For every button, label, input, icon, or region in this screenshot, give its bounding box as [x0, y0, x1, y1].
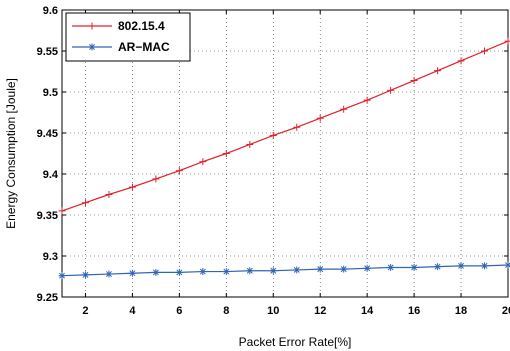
series-line-802-15-4	[61, 40, 509, 212]
data-point-802-15-4	[457, 57, 465, 65]
data-point-802-15-4	[81, 199, 89, 207]
y-tick-label: 9.4	[43, 169, 59, 181]
data-point-ar-mac	[105, 270, 113, 278]
data-point-ar-mac	[128, 269, 136, 277]
data-point-ar-mac	[293, 266, 301, 274]
data-point-ar-mac	[434, 263, 442, 271]
data-point-802-15-4	[105, 191, 113, 198]
data-point-ar-mac	[363, 264, 371, 272]
x-tick-label: 6	[176, 305, 182, 317]
y-tick-label: 9.35	[37, 210, 58, 222]
data-point-802-15-4	[434, 67, 442, 75]
legend-marker-shape	[88, 43, 96, 51]
data-point-802-15-4	[504, 37, 510, 45]
x-tick-label: 20	[502, 305, 510, 317]
y-tick-label: 9.25	[37, 292, 58, 304]
series-line-ar-mac	[61, 264, 509, 277]
data-point-ar-mac	[152, 268, 160, 276]
data-point-ar-mac	[504, 261, 510, 269]
data-point-802-15-4	[58, 207, 66, 215]
legend-marker-ar-mac	[88, 43, 96, 51]
data-point-802-15-4	[481, 47, 489, 55]
data-series	[58, 37, 510, 280]
legend-label-ar-mac: AR−MAC	[118, 40, 170, 54]
data-point-ar-mac	[481, 262, 489, 270]
data-point-802-15-4	[410, 77, 418, 85]
y-tick-label: 9.6	[43, 5, 58, 17]
y-tick-label: 9.5	[43, 87, 58, 99]
x-tick-label: 14	[361, 305, 374, 317]
x-tick-label: 16	[408, 305, 420, 317]
data-point-802-15-4	[175, 167, 183, 175]
data-point-ar-mac	[457, 262, 465, 270]
data-point-802-15-4	[199, 158, 207, 166]
data-point-ar-mac	[175, 268, 183, 276]
data-point-802-15-4	[316, 114, 324, 122]
legend-marker-shape	[88, 22, 96, 30]
y-tick-label: 9.55	[37, 46, 58, 58]
y-tick-label: 9.3	[43, 251, 58, 263]
data-point-ar-mac	[246, 267, 254, 275]
data-point-802-15-4	[222, 150, 230, 157]
data-point-802-15-4	[387, 86, 395, 94]
x-axis-label: Packet Error Rate[%]	[239, 335, 352, 349]
legend-box	[65, 12, 191, 62]
data-point-ar-mac	[410, 263, 418, 271]
data-point-ar-mac	[340, 265, 348, 273]
x-tick-label: 4	[129, 305, 136, 317]
data-point-ar-mac	[199, 268, 207, 276]
data-point-ar-mac	[316, 265, 324, 273]
x-tick-label: 8	[223, 305, 229, 317]
legend-label-802-15-4: 802.15.4	[118, 19, 165, 33]
data-point-ar-mac	[222, 268, 230, 276]
data-point-ar-mac	[269, 267, 277, 275]
data-point-802-15-4	[152, 175, 160, 183]
x-tick-label: 2	[82, 305, 88, 317]
y-axis-label: Energy Consumption [Joule]	[4, 78, 18, 229]
data-point-ar-mac	[81, 271, 89, 279]
data-point-802-15-4	[363, 96, 371, 104]
x-tick-label: 10	[267, 305, 279, 317]
x-tick-label: 12	[314, 305, 326, 317]
data-point-802-15-4	[293, 123, 301, 131]
data-point-802-15-4	[128, 183, 136, 191]
y-tick-label: 9.45	[37, 128, 58, 140]
axis-ticks: 2 4 6 8 10 12 14 16 18 20 9.25 9.3 9.35 9.4 9.45 9.5 9.5…	[37, 5, 510, 317]
x-tick-label: 18	[455, 305, 467, 317]
plot-frame	[61, 9, 509, 298]
data-point-802-15-4	[269, 131, 277, 139]
data-point-802-15-4	[340, 105, 348, 113]
legend-marker-802-15-4	[88, 22, 96, 30]
data-point-ar-mac	[58, 272, 66, 280]
data-point-ar-mac	[387, 263, 395, 271]
legend: 802.15.4 AR−MAC	[65, 12, 191, 62]
data-point-802-15-4	[246, 140, 254, 148]
